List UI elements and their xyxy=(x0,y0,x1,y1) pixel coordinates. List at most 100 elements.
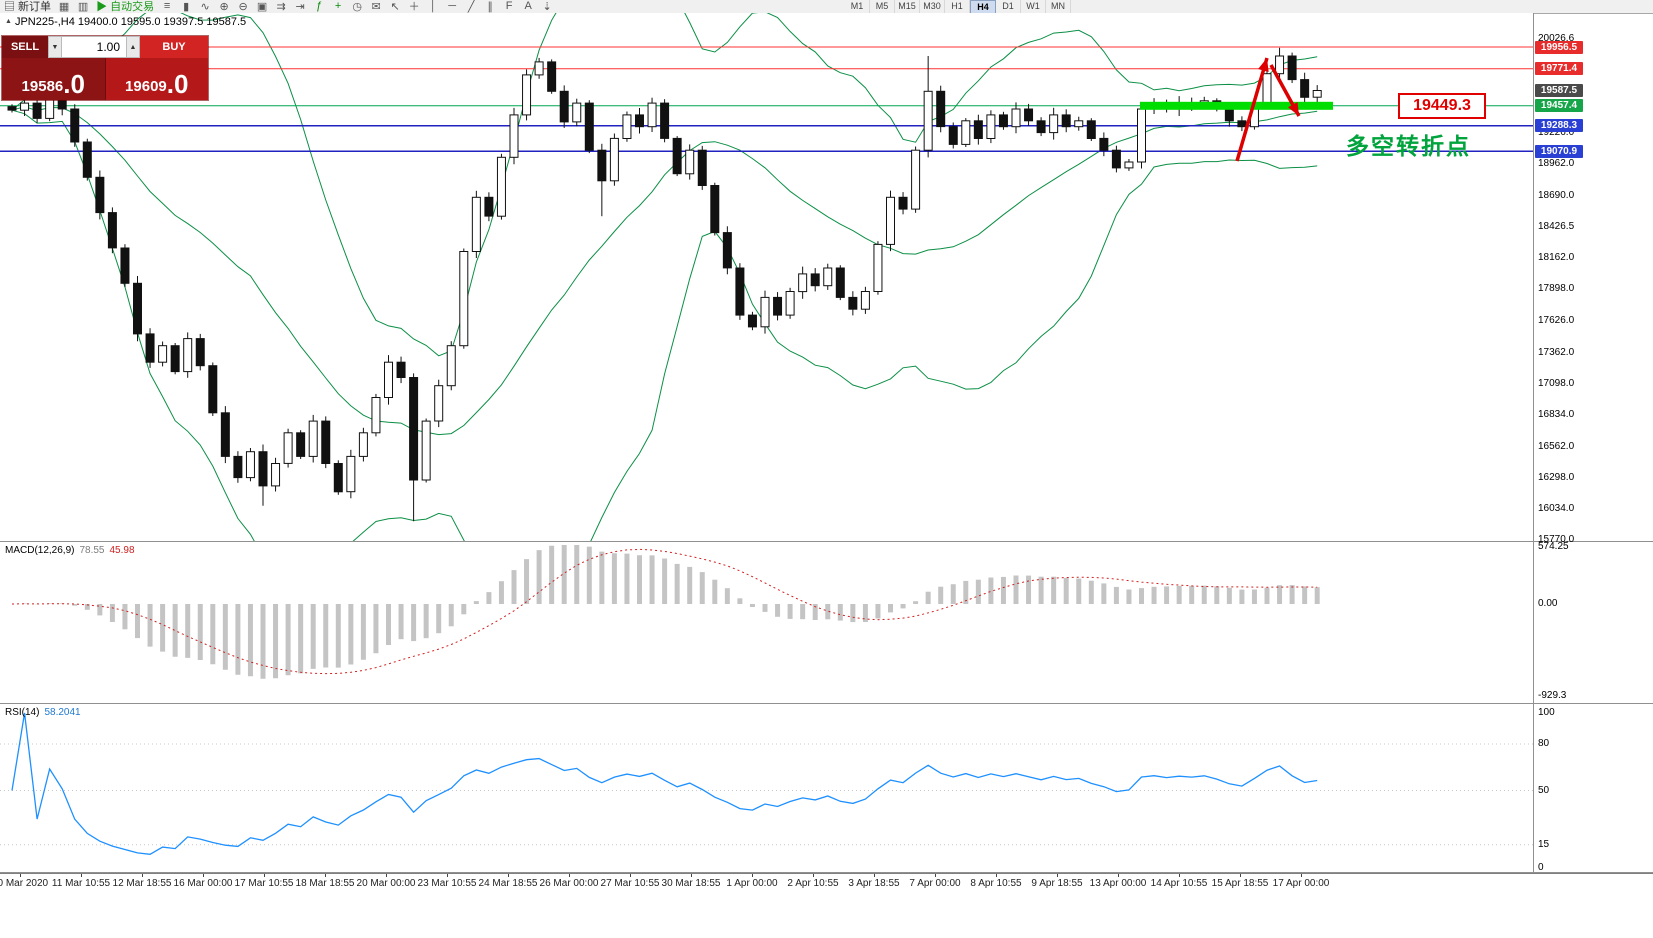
buy-price[interactable]: 19609.0 xyxy=(104,58,208,100)
price-axis-label: 16562.0 xyxy=(1538,440,1575,452)
buy-price-frac: .0 xyxy=(166,69,189,99)
chart-collapse-icon[interactable]: ▲ xyxy=(5,18,12,25)
candlestick xyxy=(233,455,243,479)
mail-icon[interactable]: ✉ xyxy=(371,0,381,13)
trendline-icon[interactable]: ╱ xyxy=(467,0,475,13)
volume-decrease-button[interactable]: ▼ xyxy=(48,36,62,58)
main-chart-canvas[interactable] xyxy=(0,13,1533,541)
indicators-icon[interactable]: ƒ xyxy=(316,0,323,12)
price-axis-badge: 19457.4 xyxy=(1535,99,1583,113)
timeframe-h1[interactable]: H1 xyxy=(945,0,970,13)
trend-arrowhead xyxy=(1287,101,1299,116)
trend-arrow[interactable] xyxy=(1235,57,1269,162)
bars-chart-icon[interactable]: ≡ xyxy=(163,0,171,12)
rsi-axis[interactable]: 100 80 50 15 0 xyxy=(1534,704,1653,873)
rsi-indicator-canvas[interactable] xyxy=(0,704,1533,872)
channel-icon[interactable]: ∥ xyxy=(487,0,493,13)
time-axis-tick xyxy=(874,874,875,877)
price-axis-label: 17362.0 xyxy=(1538,346,1575,358)
candlestick xyxy=(82,141,92,178)
candlestick xyxy=(333,463,343,493)
candlestick xyxy=(848,296,858,310)
support-highlight-line[interactable] xyxy=(1140,101,1333,110)
add-object-icon[interactable]: + xyxy=(334,0,342,12)
candlestick xyxy=(773,296,783,316)
turning-point-annotation[interactable]: 多空转折点 xyxy=(1346,133,1471,159)
price-axis-badge: 19587.5 xyxy=(1535,83,1583,97)
zoom-in-icon[interactable]: ⊕ xyxy=(219,0,229,13)
autotrading-button[interactable]: ▶ 自动交易 xyxy=(96,1,155,13)
candlestick xyxy=(120,247,130,284)
timeframe-d1[interactable]: D1 xyxy=(996,0,1021,13)
volume-increase-button[interactable]: ▲ xyxy=(126,36,140,58)
time-axis-tick xyxy=(935,874,936,877)
panel-splitter-macd[interactable] xyxy=(0,541,1653,542)
cursor-icon[interactable]: ↖ xyxy=(390,0,400,13)
charts-grid-icon[interactable]: ▦ xyxy=(58,0,70,13)
price-axis[interactable]: 20026.6 19226.0 18962.0 18690.0 18426.5 18162… xyxy=(1534,13,1653,545)
buy-price-main: 19609 xyxy=(125,78,167,95)
timeframe-m1[interactable]: M1 xyxy=(845,0,870,13)
vline-icon[interactable]: │ xyxy=(429,0,437,12)
sell-price-frac: .0 xyxy=(63,69,85,99)
auto-scroll-icon[interactable]: ⇉ xyxy=(276,0,286,13)
time-axis-tick xyxy=(203,874,204,877)
candlestick xyxy=(446,345,456,387)
fibo-icon[interactable]: F xyxy=(505,0,513,12)
macd-main-value: 78.55 xyxy=(79,545,105,556)
candlestick xyxy=(170,345,180,373)
timeframe-mn[interactable]: MN xyxy=(1046,0,1071,13)
candlestick xyxy=(1049,114,1059,134)
time-axis-tick xyxy=(20,874,21,877)
new-order-button[interactable]: ▤ 新订单 xyxy=(4,1,52,13)
candlestick xyxy=(986,114,996,140)
candlestick xyxy=(886,196,895,245)
profiles-icon[interactable]: ▥ xyxy=(77,0,89,13)
time-axis-tick xyxy=(691,874,692,877)
periods-icon[interactable]: ◷ xyxy=(352,0,362,13)
zoom-out-icon[interactable]: ⊖ xyxy=(238,0,248,13)
timeframe-m5[interactable]: M5 xyxy=(870,0,895,13)
timeframe-h4[interactable]: H4 xyxy=(970,0,996,13)
timeframe-m15[interactable]: M15 xyxy=(895,0,920,13)
time-axis-label: 20 Mar 00:00 xyxy=(356,878,416,889)
macd-indicator-canvas[interactable] xyxy=(0,542,1533,703)
sell-button[interactable]: SELL xyxy=(2,36,48,58)
macd-label: MACD(12,26,9) 78.55 45.98 xyxy=(5,545,135,556)
chart-shift-icon[interactable]: ⇥ xyxy=(295,0,305,13)
timeframe-m30[interactable]: M30 xyxy=(920,0,945,13)
candlestick xyxy=(95,176,105,214)
timeframe-w1[interactable]: W1 xyxy=(1021,0,1046,13)
macd-axis[interactable]: 574.25 0.00 -929.3 xyxy=(1534,541,1653,703)
panel-splitter-rsi[interactable] xyxy=(0,703,1653,704)
arrows-icon[interactable]: ⇣ xyxy=(542,0,552,13)
candlestick xyxy=(346,455,356,493)
crosshair-icon[interactable]: ＋ xyxy=(408,1,420,13)
price-axis-divider xyxy=(1533,13,1534,872)
candlestick xyxy=(647,102,657,128)
price-annotation-box[interactable]: 19449.3 xyxy=(1398,93,1486,119)
sell-price[interactable]: 19586.0 xyxy=(2,58,105,100)
time-axis-tick xyxy=(386,874,387,877)
candlestick xyxy=(735,267,745,316)
tile-windows-icon[interactable]: ▣ xyxy=(256,0,268,13)
candlestick xyxy=(873,243,883,292)
volume-input[interactable] xyxy=(62,36,126,58)
chart-symbol-info: ▲ JPN225-,H4 19400.0 19595.0 19397.5 1958… xyxy=(5,16,246,28)
price-axis-label: 17626.0 xyxy=(1538,315,1575,327)
candlestick xyxy=(911,149,921,210)
candles-chart-icon[interactable]: ▮ xyxy=(183,0,190,13)
buy-button[interactable]: BUY xyxy=(140,36,208,58)
candlestick xyxy=(547,61,557,92)
time-axis-label: 15 Apr 18:55 xyxy=(1211,878,1269,889)
candlestick xyxy=(1237,120,1247,128)
candlestick xyxy=(1300,79,1310,98)
candlestick xyxy=(183,338,193,373)
hline-icon[interactable]: ─ xyxy=(448,0,457,12)
time-axis-label: 17 Mar 10:55 xyxy=(234,878,294,889)
price-axis-label: 17098.0 xyxy=(1538,377,1575,389)
candlestick xyxy=(70,108,80,143)
line-chart-icon[interactable]: ∿ xyxy=(200,0,210,13)
text-icon[interactable]: A xyxy=(524,0,532,12)
